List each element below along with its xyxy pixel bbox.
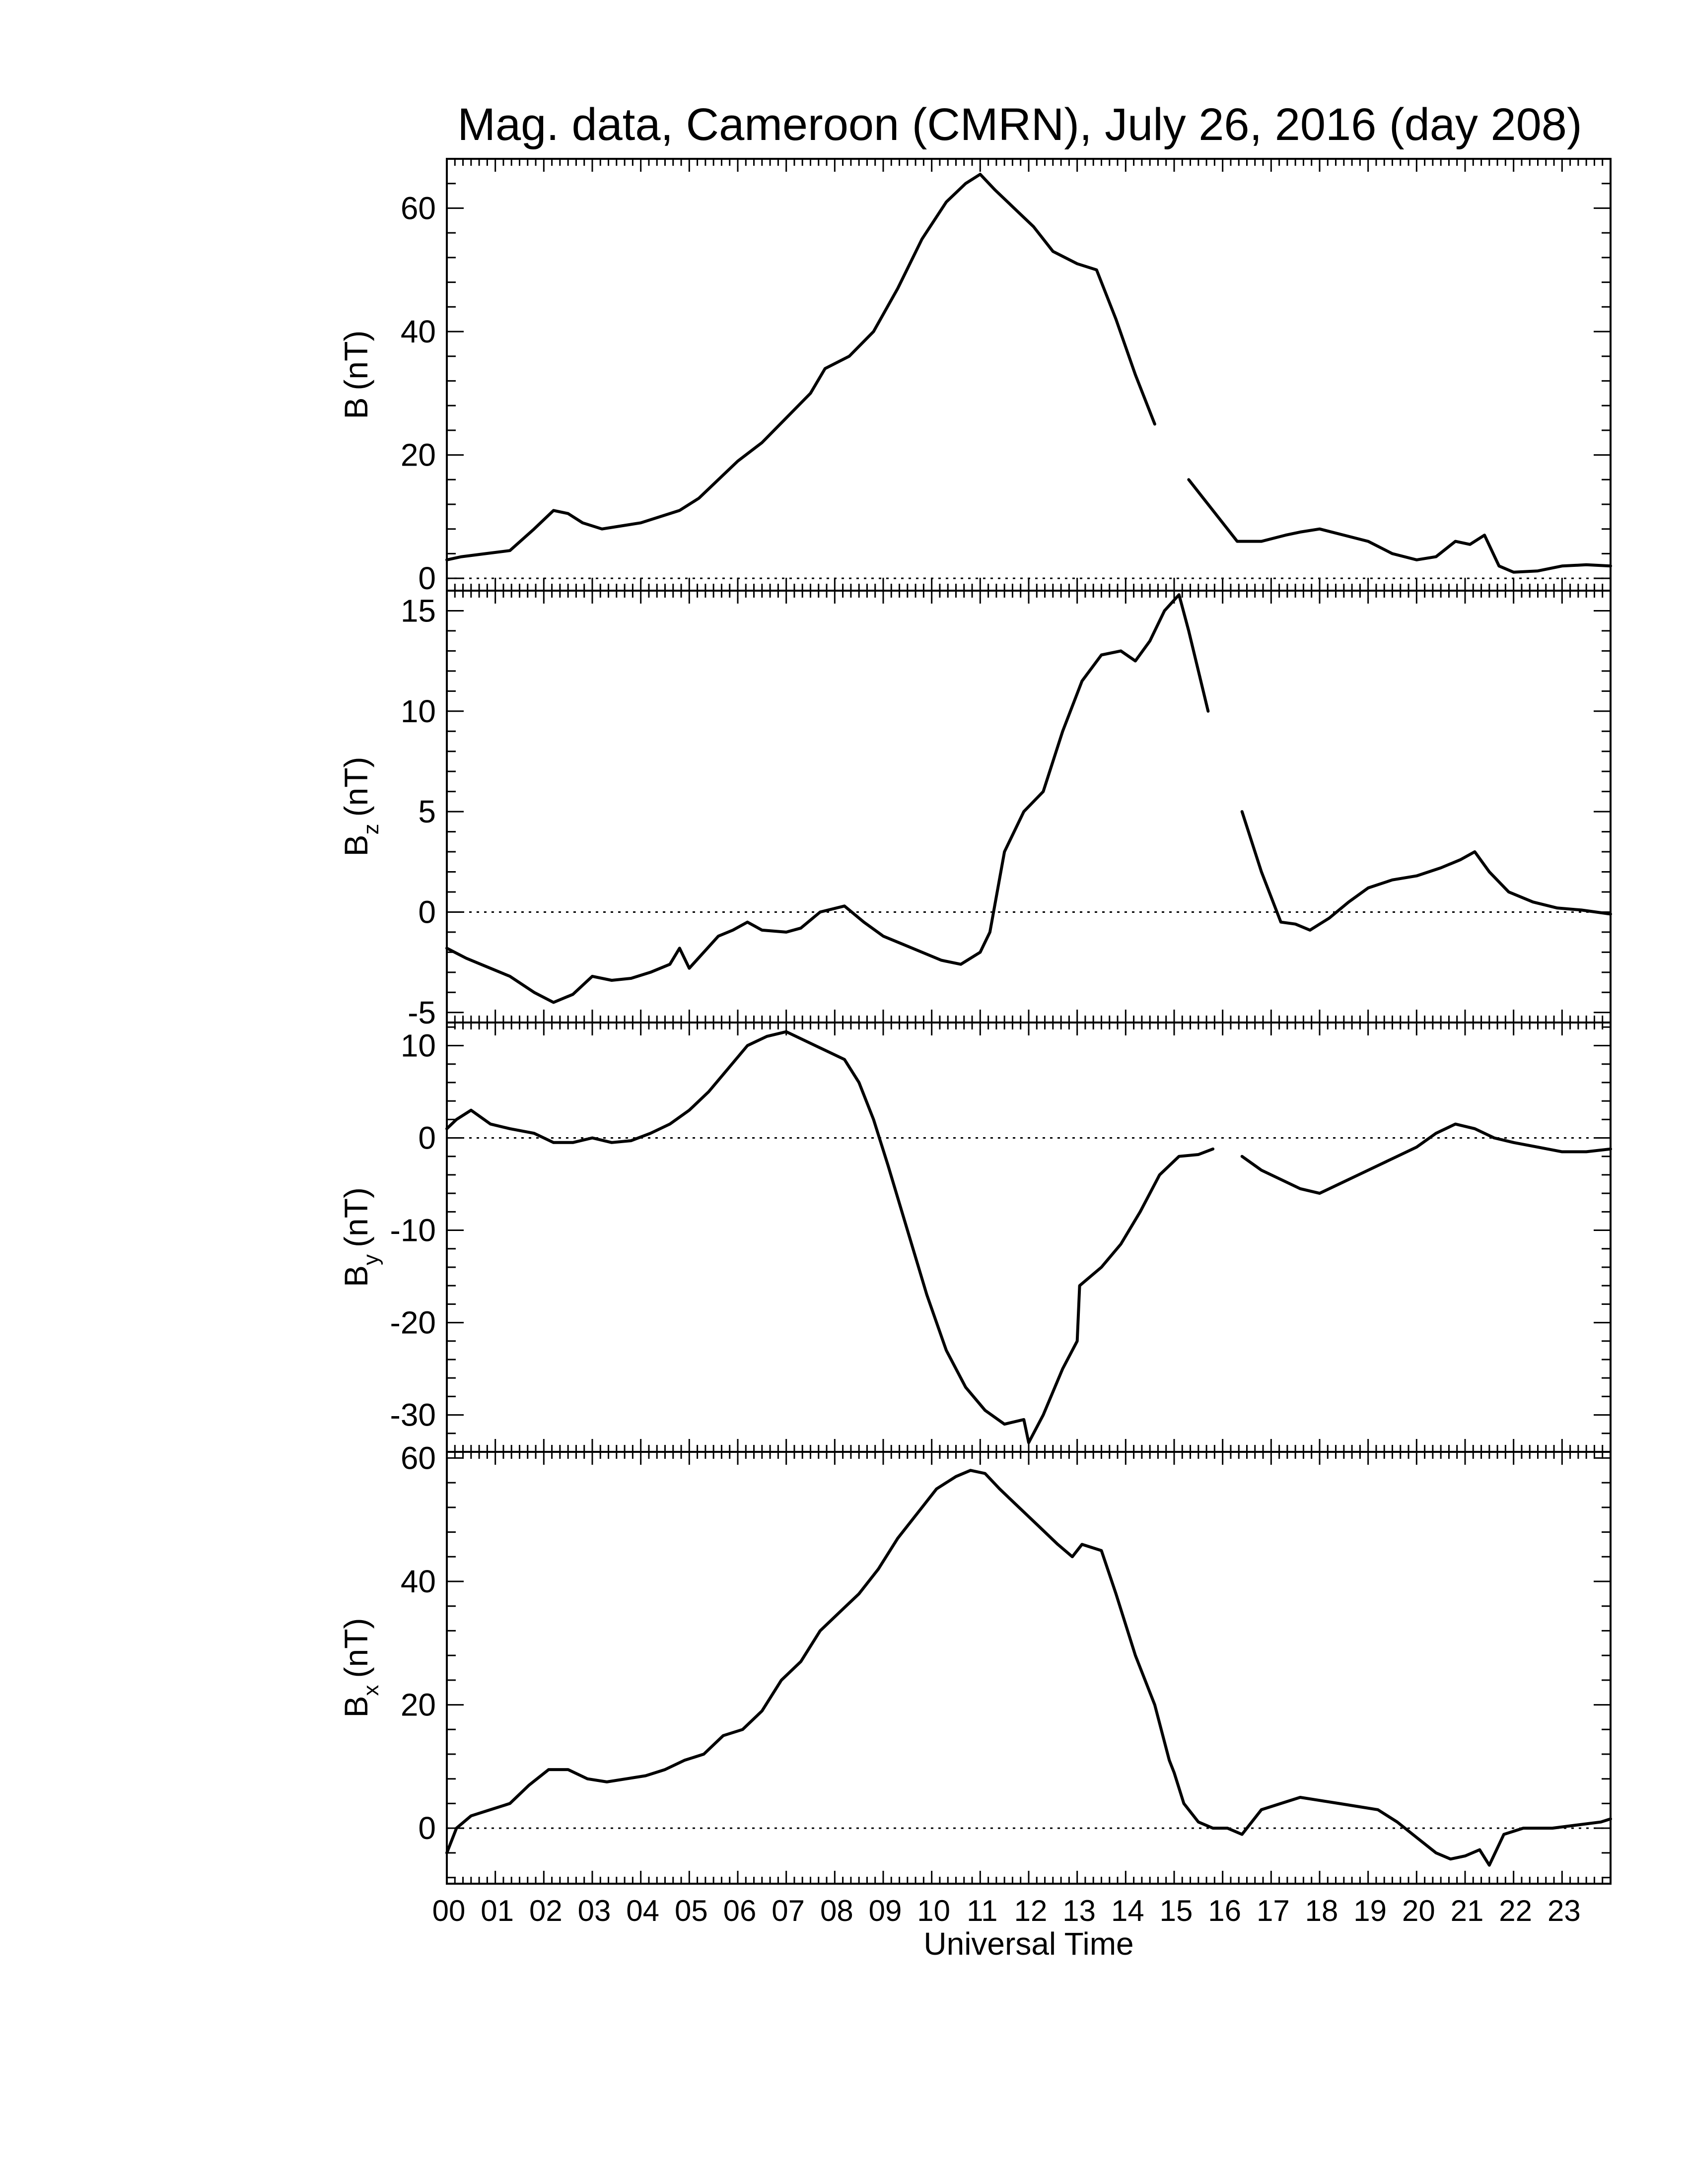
y-tick-label: 10 <box>401 693 436 729</box>
x-tick-label: 19 <box>1353 1894 1387 1927</box>
y-tick-label: 0 <box>418 1120 436 1156</box>
y-label-main: B <box>338 1265 374 1287</box>
series-b-line <box>445 173 1612 574</box>
x-tick-label: 00 <box>432 1894 466 1927</box>
y-tick-label: 40 <box>401 1564 436 1599</box>
y-label-main: B <box>338 1696 374 1717</box>
panel-bx: 0 20 40 60 Bx (nT) <box>338 1440 1612 1885</box>
x-tick-label: 14 <box>1111 1894 1144 1927</box>
y-tick-label: 0 <box>418 560 436 596</box>
y-tick-label: 0 <box>418 1810 436 1846</box>
x-tick-label: 01 <box>481 1894 514 1927</box>
y-axis-label: Bz (nT) <box>338 756 383 856</box>
y-tick-label: 15 <box>401 593 436 628</box>
x-tick-label: 13 <box>1062 1894 1096 1927</box>
y-label-unit: (nT) <box>338 1618 374 1678</box>
x-tick-label: 04 <box>626 1894 659 1927</box>
y-label-subscript: z <box>359 823 383 834</box>
y-tick-label: -30 <box>390 1397 436 1433</box>
x-tick-label: 22 <box>1499 1894 1532 1927</box>
x-tick-label: 21 <box>1451 1894 1484 1927</box>
panel-bz: -5 0 5 10 15 Bz (nT) <box>338 590 1612 1030</box>
x-tick-label: 08 <box>820 1894 853 1927</box>
chart-title: Mag. data, Cameroon (CMRN), July 26, 201… <box>457 99 1582 150</box>
y-tick-label: 40 <box>401 314 436 349</box>
y-tick-label: 20 <box>401 1687 436 1723</box>
x-tick-label: 18 <box>1305 1894 1338 1927</box>
x-tick-label: 09 <box>869 1894 902 1927</box>
y-label-main: B <box>338 397 374 419</box>
y-tick-label: 0 <box>418 894 436 930</box>
y-label-unit: (nT) <box>338 330 374 390</box>
y-axis-label: Bx (nT) <box>338 1618 383 1717</box>
series-bz-line <box>445 593 1612 1004</box>
series-by-line <box>445 1030 1612 1444</box>
x-tick-label: 03 <box>578 1894 611 1927</box>
series-bx-line <box>445 1469 1612 1867</box>
y-tick-label: -10 <box>390 1213 436 1248</box>
x-tick-label: 06 <box>723 1894 757 1927</box>
x-tick-label: 23 <box>1547 1894 1581 1927</box>
x-tick-label: 15 <box>1160 1894 1193 1927</box>
x-tick-label: 07 <box>772 1894 805 1927</box>
y-tick-label: 20 <box>401 437 436 473</box>
x-tick-label: 16 <box>1208 1894 1241 1927</box>
y-tick-label: -20 <box>390 1305 436 1341</box>
x-tick-label: 05 <box>675 1894 708 1927</box>
panel-b: 0 20 40 60 B (nT) <box>338 158 1612 596</box>
x-axis: 00 01 02 03 04 05 06 07 08 09 10 11 12 13 14 15 16 17 18 19… <box>432 1894 1581 1927</box>
y-tick-label: 10 <box>401 1028 436 1064</box>
x-axis-label: Universal Time <box>923 1926 1133 1962</box>
y-label-main: B <box>338 834 374 856</box>
y-tick-label: 60 <box>401 1440 436 1476</box>
y-label-subscript: x <box>359 1685 383 1696</box>
x-tick-label: 02 <box>529 1894 563 1927</box>
y-tick-label: 5 <box>418 794 436 829</box>
panels-group: 0 20 40 60 B (nT) -5 0 5 10 15 Bz (nT) -30 -20 -10 0 10 By… <box>338 158 1612 1885</box>
y-axis-label: By (nT) <box>338 1187 383 1287</box>
x-tick-label: 12 <box>1014 1894 1048 1927</box>
y-tick-label: 60 <box>401 190 436 226</box>
x-tick-label: 20 <box>1402 1894 1435 1927</box>
y-tick-label: -5 <box>408 995 436 1030</box>
y-label-subscript: y <box>359 1254 383 1265</box>
x-tick-label: 17 <box>1257 1894 1290 1927</box>
x-tick-label: 10 <box>917 1894 950 1927</box>
x-tick-label: 11 <box>967 1894 997 1927</box>
y-axis-label: B (nT) <box>338 330 374 419</box>
y-label-unit: (nT) <box>338 756 374 817</box>
y-label-unit: (nT) <box>338 1187 374 1247</box>
